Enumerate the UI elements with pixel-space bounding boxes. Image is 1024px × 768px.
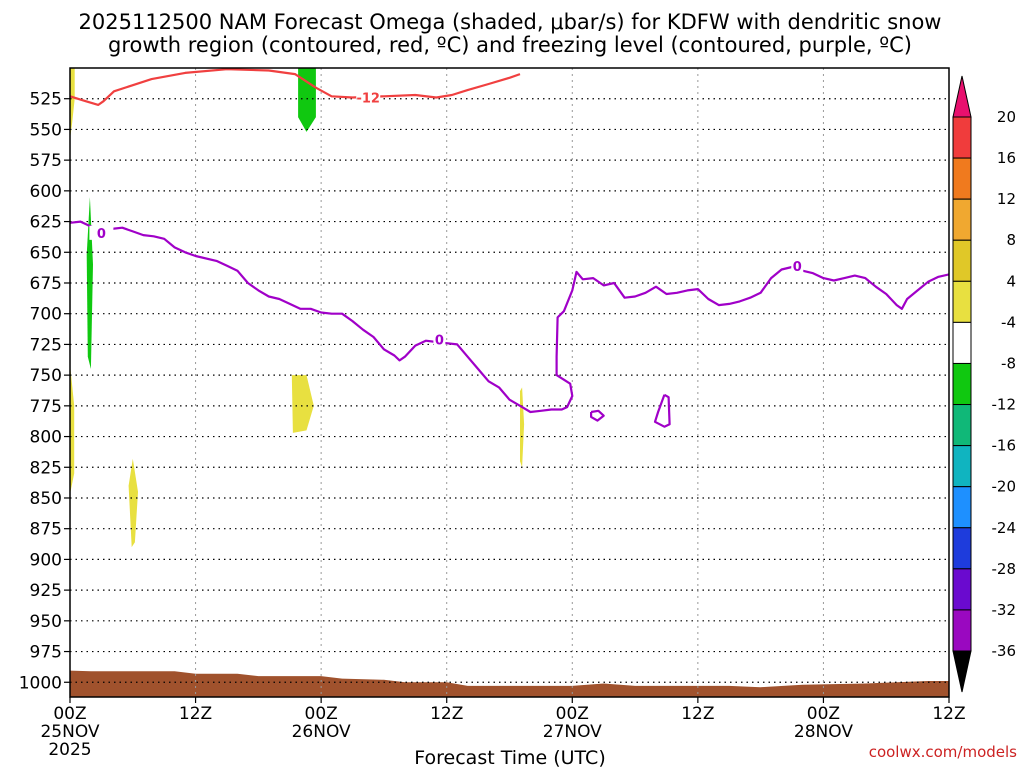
colorbar-swatch-4 [952,280,972,323]
colorbar-swatch-3 [952,239,972,282]
x-tick-label-36: 12Z [430,704,463,724]
terrain-fill [70,670,949,697]
colorbar-level-5: -4 [1001,313,1016,331]
y-tick-label-750: 750 [30,366,62,386]
colorbar-level-13: -36 [992,642,1017,660]
y-tick-label-775: 775 [30,397,62,417]
contour-dendritic-12c [70,68,521,107]
x-tick-date-48: 27NOV [543,722,602,742]
y-tick-label-625: 625 [30,213,62,233]
omega-shade-3 [70,369,75,492]
y-tick-label-925: 925 [30,581,62,601]
y-axis: 525 550 575 600 625 650 675 700 725 750 775 800 825 8… [19,90,70,693]
colorbar-swatch-11 [952,568,972,611]
x-tick-label-12: 12Z [179,704,212,724]
y-tick-label-950: 950 [30,612,62,632]
colorbar-level-3: 8 [1006,231,1016,249]
x-tick-label-84: 12Z [932,704,965,724]
x-tick-label-24: 00Z [305,704,338,724]
x-tick-date-72: 28NOV [794,722,853,742]
plot-frame [69,67,950,698]
y-tick-label-825: 825 [30,458,62,478]
source-credit: coolwx.com/models [869,743,1017,761]
omega-shade-0 [70,68,75,136]
colorbar-level-11: -28 [992,560,1017,578]
extra-label-bg-0 [433,332,446,347]
y-tick-label-975: 975 [30,643,62,663]
colorbar-swatch-12 [952,609,972,652]
colorbar-swatch-8 [952,445,972,488]
colorbar-swatch-2 [952,198,972,241]
colorbar-swatch-7 [952,404,972,447]
colorbar-level-9: -20 [992,478,1017,496]
extra-label-0: 0 [435,334,444,349]
colorbar-level-8: -16 [992,437,1017,455]
colorbar-level-7: -12 [992,396,1017,414]
colorbar: 20 16 12 8 4 -4 -8 -12 -16 -20 -24 -28 -32 -36 [952,75,1017,693]
colorbar-level-1: 16 [997,149,1016,167]
y-tick-label-800: 800 [30,428,62,448]
contour-freezing-small-loop-1 [589,409,605,422]
y-tick-label-1000: 1000 [19,673,62,693]
y-tick-label-600: 600 [30,182,62,202]
colorbar-level-2: 12 [997,190,1016,208]
x-tick-label-48: 00Z [556,704,589,724]
extra-label-1: 0 [793,260,802,275]
y-tick-label-525: 525 [30,90,62,110]
y-tick-label-550: 550 [30,120,62,140]
contour-layer: -12 0 0 0 [70,68,949,428]
colorbar-swatch-0 [952,116,972,159]
colorbar-swatch-6 [952,362,972,406]
omega-shade-5 [291,375,314,433]
y-tick-label-575: 575 [30,151,62,171]
colorbar-bottom-arrow [952,650,972,693]
x-tick-year-0: 2025 [48,740,91,760]
contour-label-1: 0 [97,227,106,242]
contour-freezing-small-loop-2 [653,393,671,428]
y-tick-label-900: 900 [30,550,62,570]
colorbar-swatch-9 [952,486,972,529]
grid-lines [70,68,949,697]
y-tick-label-675: 675 [30,274,62,294]
x-tick-label-0: 00Z [53,704,86,724]
colorbar-level-12: -32 [992,601,1017,619]
x-tick-label-72: 00Z [807,704,840,724]
x-axis-label: Forecast Time (UTC) [414,747,605,768]
y-tick-label-650: 650 [30,243,62,263]
y-tick-label-875: 875 [30,520,62,540]
colorbar-level-10: -24 [992,519,1017,537]
omega-shade-4 [128,458,138,548]
colorbar-level-4: 4 [1006,272,1016,290]
chart-title-line1: 2025112500 NAM Forecast Omega (shaded, μ… [79,10,942,34]
extra-label-bg-1 [791,259,804,274]
colorbar-level-0: 20 [997,108,1016,126]
y-tick-label-725: 725 [30,335,62,355]
contour-label-0: -12 [356,92,380,107]
terrain-layer [70,670,949,697]
x-tick-label-60: 12Z [681,704,714,724]
chart-title-line2: growth region (contoured, red, ºC) and f… [108,33,912,57]
colorbar-swatch-10 [952,527,972,570]
y-tick-label-850: 850 [30,489,62,509]
colorbar-swatch-1 [952,157,972,200]
omega-shade-6 [520,387,525,468]
contour-label-bg-1 [89,225,114,240]
x-tick-date-0: 25NOV [40,722,99,742]
colorbar-swatch-5 [952,321,972,364]
x-tick-date-24: 26NOV [292,722,351,742]
colorbar-top-arrow [952,75,972,118]
contour-label-bg-0 [356,90,381,105]
contour-freezing-level-0c [70,220,949,414]
colorbar-level-6: -8 [1001,354,1016,372]
omega-shade-2 [86,197,93,369]
y-tick-label-700: 700 [30,305,62,325]
